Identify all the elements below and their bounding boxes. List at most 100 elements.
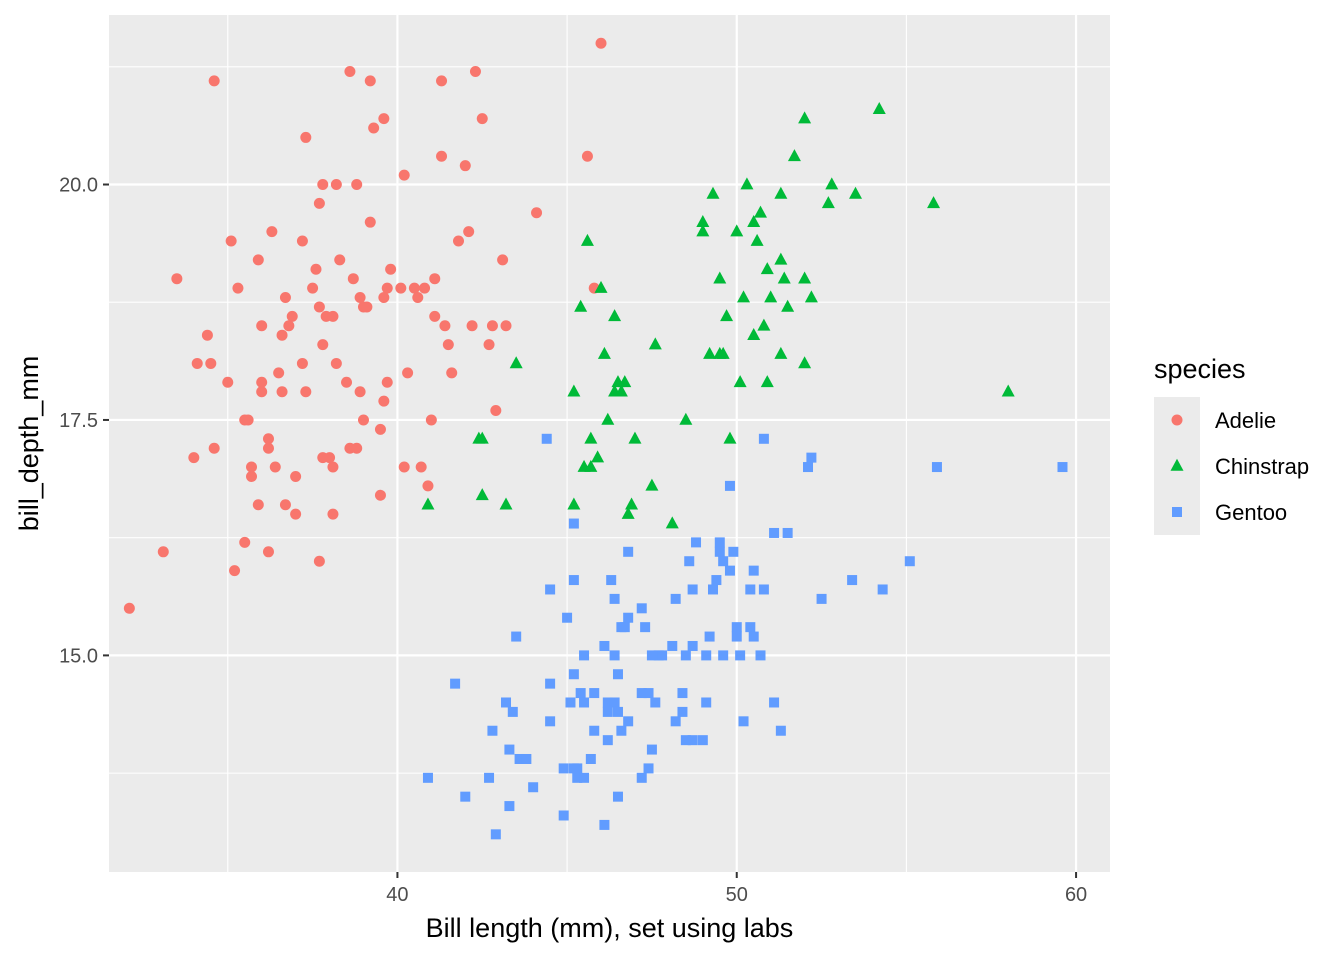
chinstrap-point — [601, 412, 615, 425]
gentoo-point — [609, 650, 620, 661]
gentoo-point — [602, 706, 613, 717]
chinstrap-point — [798, 271, 812, 284]
chinstrap-point — [614, 384, 628, 397]
adelie-point — [307, 282, 319, 294]
gentoo-point — [718, 556, 729, 567]
gentoo-point — [724, 565, 735, 576]
adelie-point — [334, 254, 346, 266]
adelie-point — [395, 282, 407, 294]
gentoo-point — [545, 678, 556, 689]
chinstrap-point — [781, 299, 795, 312]
adelie-point — [402, 367, 414, 379]
chinstrap-point — [730, 224, 744, 237]
gentoo-point — [511, 631, 522, 642]
adelie-point — [415, 461, 427, 473]
gentoo-point — [931, 462, 942, 473]
chinstrap-point — [625, 497, 639, 510]
gentoo-point — [558, 810, 569, 821]
y-tick-label: 15.0 — [59, 645, 98, 667]
chinstrap-point — [927, 196, 941, 209]
adelie-point — [486, 320, 498, 332]
adelie-point — [256, 376, 268, 388]
gentoo-point — [572, 763, 583, 774]
chinstrap-point — [753, 205, 767, 218]
legend: species Adelie Chinstrap Gentoo — [1154, 354, 1309, 535]
adelie-point — [290, 508, 302, 520]
chinstrap-point — [645, 478, 659, 491]
chinstrap-point — [567, 384, 581, 397]
adelie-point — [208, 442, 220, 454]
chinstrap-point — [665, 516, 679, 529]
gentoo-point — [724, 480, 735, 491]
chinstrap-point — [720, 309, 734, 322]
x-tick-label: 50 — [726, 884, 748, 906]
gentoo-point — [487, 725, 498, 736]
chinstrap-point — [706, 186, 720, 199]
gentoo-point — [484, 772, 495, 783]
gentoo-point — [572, 772, 583, 783]
chinstrap-point — [733, 375, 747, 388]
chinstrap-point — [777, 271, 791, 284]
adelie-point — [361, 301, 373, 313]
grid-minor — [109, 15, 1110, 872]
gentoo-point — [579, 697, 590, 708]
adelie-point — [476, 113, 488, 125]
gentoo-point — [528, 782, 539, 793]
chinstrap-point — [621, 506, 635, 519]
gentoo-point — [579, 650, 590, 661]
chinstrap-point — [747, 214, 761, 227]
gentoo-point — [769, 697, 780, 708]
gentoo-point — [643, 763, 654, 774]
gentoo-point — [670, 716, 681, 727]
legend-key-adelie — [1171, 414, 1183, 426]
chinstrap-point — [757, 318, 771, 331]
chinstrap-point — [475, 488, 489, 501]
adelie-point — [500, 320, 512, 332]
adelie-point — [157, 546, 169, 558]
adelie-point — [296, 235, 308, 247]
adelie-point — [531, 207, 543, 219]
adelie-point — [283, 320, 295, 332]
adelie-point — [266, 226, 278, 238]
gentoo-point — [701, 650, 712, 661]
adelie-point — [276, 329, 288, 341]
chinstrap-point — [421, 497, 435, 510]
gentoo-point — [714, 546, 725, 557]
chinstrap-point — [798, 111, 812, 124]
chinstrap-point — [872, 101, 886, 114]
gentoo-point — [707, 584, 718, 595]
y-axis-title: bill_depth_mm — [14, 356, 44, 532]
chinstrap-point — [597, 346, 611, 359]
adelie-point — [422, 480, 434, 492]
adelie-point — [374, 423, 386, 435]
adelie-point — [351, 179, 363, 191]
chinstrap-point — [798, 356, 812, 369]
adelie-point — [256, 320, 268, 332]
adelie-point — [344, 66, 356, 78]
adelie-point — [398, 169, 410, 181]
chinstrap-point — [696, 224, 710, 237]
adelie-point — [313, 301, 325, 313]
chinstrap-point — [499, 497, 513, 510]
gentoo-point — [541, 433, 552, 444]
gentoo-point — [602, 735, 613, 746]
gentoo-point — [677, 706, 688, 717]
adelie-point — [429, 310, 441, 322]
gentoo-point — [612, 669, 623, 680]
chinstrap-point — [787, 149, 801, 162]
gentoo-point — [803, 462, 814, 473]
adelie-point — [581, 150, 593, 162]
adelie-point — [262, 442, 274, 454]
chinstrap-point — [747, 327, 761, 340]
adelie-point — [436, 150, 448, 162]
chinstrap-point — [774, 346, 788, 359]
adelie-point — [490, 405, 502, 417]
gentoo-point — [735, 650, 746, 661]
chinstrap-point — [628, 431, 642, 444]
gentoo-point — [545, 716, 556, 727]
adelie-point — [398, 461, 410, 473]
gentoo-point — [565, 697, 576, 708]
adelie-point — [246, 470, 258, 482]
gentoo-point — [714, 537, 725, 548]
